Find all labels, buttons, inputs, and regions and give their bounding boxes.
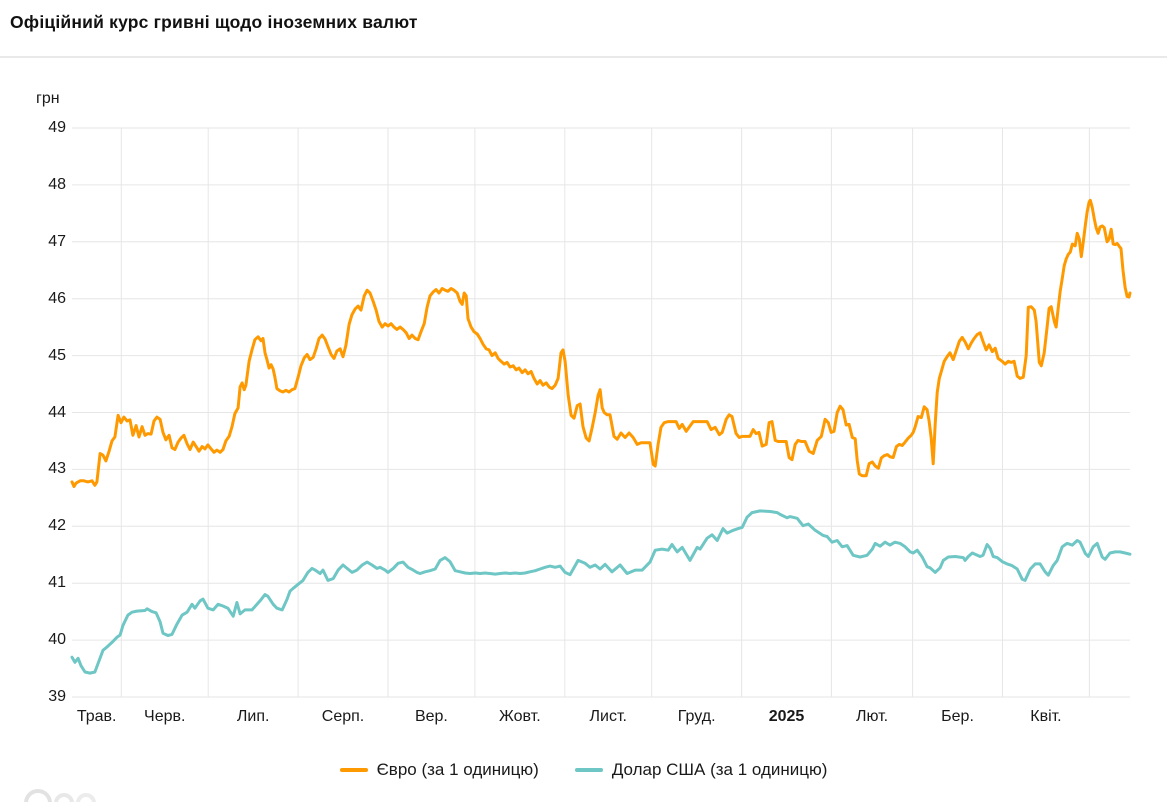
y-axis-tick-label: 49 — [48, 119, 66, 136]
y-axis-tick-label: 42 — [48, 517, 66, 535]
x-axis-tick-label: Лип. — [236, 708, 270, 725]
x-axis-tick-label: Жовт. — [499, 708, 541, 725]
y-axis-unit-label: грн — [36, 90, 60, 107]
legend-item-euro[interactable]: Євро (за 1 одиницю) — [339, 760, 539, 780]
y-axis-tick-label: 46 — [48, 289, 66, 307]
x-axis-tick-label: Серп. — [321, 708, 365, 725]
x-axis-tick-label: Вер. — [414, 708, 448, 725]
usd-line[interactable] — [70, 509, 1132, 675]
euro-line-swatch-icon — [339, 768, 368, 772]
y-axis-tick-label: 47 — [48, 232, 66, 250]
header-divider — [0, 56, 1167, 58]
x-axis-tick-label: Груд. — [677, 708, 716, 725]
y-axis-tick-label: 39 — [48, 688, 66, 705]
x-axis-tick-label: Квіт. — [1030, 708, 1062, 725]
y-axis-tick-label: 43 — [48, 460, 66, 478]
y-axis-tick-label: 40 — [48, 631, 66, 649]
x-axis-tick-label: 2025 — [768, 708, 805, 725]
chart-legend: Євро (за 1 одиницю) Долар США (за 1 один… — [0, 760, 1167, 780]
partial-logo-watermark-icon — [24, 786, 102, 802]
usd-line-swatch-icon — [574, 768, 603, 772]
legend-item-usd[interactable]: Долар США (за 1 одиницю) — [574, 760, 828, 780]
page-title: Офіційний курс гривні щодо іноземних вал… — [10, 12, 418, 32]
x-axis-tick-label: Лют. — [855, 708, 889, 725]
y-axis-tick-label: 44 — [48, 403, 66, 421]
x-axis-tick-label: Бер. — [941, 708, 974, 725]
euro-line[interactable] — [70, 198, 1132, 488]
y-axis-tick-label: 48 — [48, 175, 66, 193]
legend-label-usd: Долар США (за 1 одиницю) — [611, 760, 828, 779]
y-axis-tick-label: 45 — [48, 346, 66, 364]
y-axis-tick-label: 41 — [48, 574, 66, 592]
x-axis-tick-label: Трав. — [76, 708, 117, 725]
legend-label-euro: Євро (за 1 одиницю) — [376, 760, 539, 779]
x-axis-tick-label: Черв. — [144, 708, 186, 725]
x-axis-tick-label: Лист. — [589, 708, 627, 725]
